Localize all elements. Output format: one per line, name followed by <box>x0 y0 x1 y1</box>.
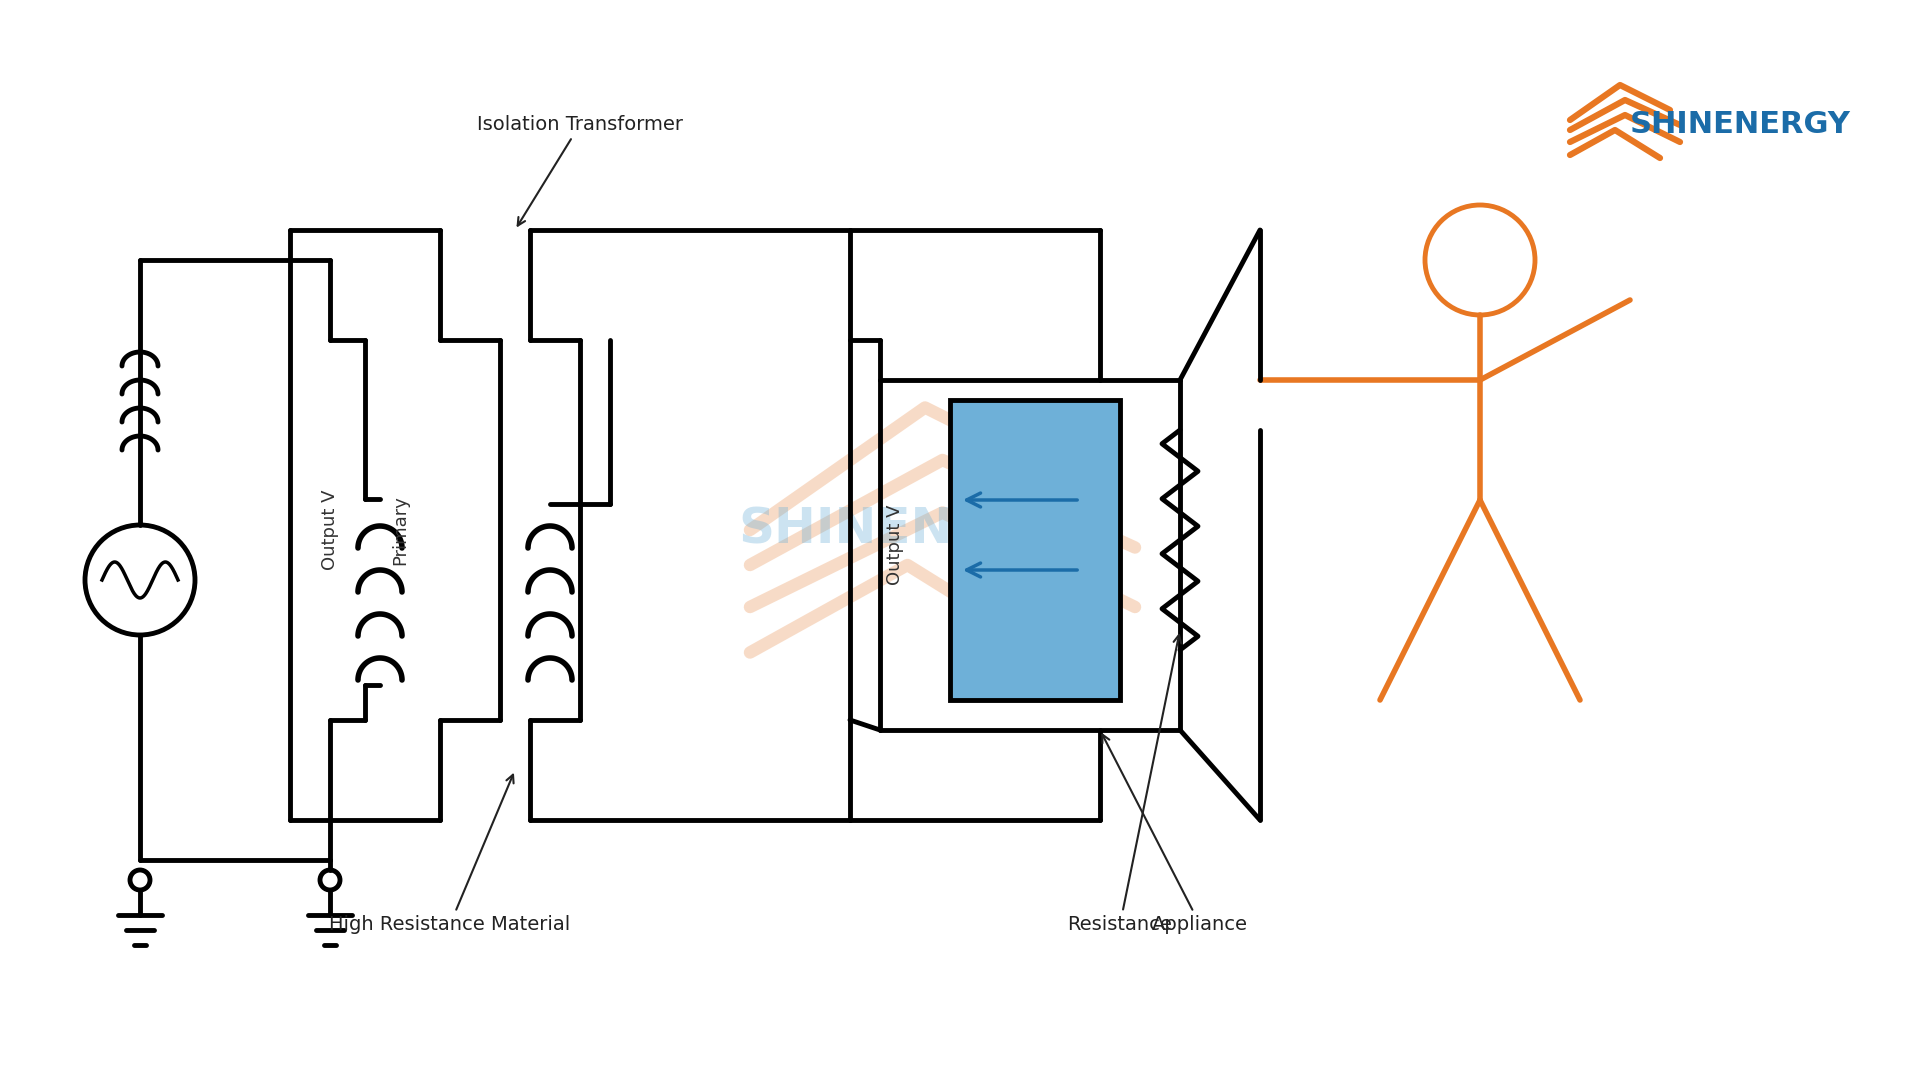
Text: SHINENERGY: SHINENERGY <box>1630 110 1851 139</box>
Text: Resistance: Resistance <box>1068 635 1181 934</box>
Text: Appliance: Appliance <box>1102 734 1248 934</box>
Text: High Resistance Material: High Resistance Material <box>330 774 570 934</box>
Text: Isolation Transformer: Isolation Transformer <box>476 114 684 226</box>
Text: Output V: Output V <box>321 489 340 570</box>
Text: Output V: Output V <box>885 504 904 585</box>
FancyBboxPatch shape <box>950 400 1119 700</box>
Text: SHINENERGY: SHINENERGY <box>739 507 1102 554</box>
Text: Primary: Primary <box>392 495 409 565</box>
